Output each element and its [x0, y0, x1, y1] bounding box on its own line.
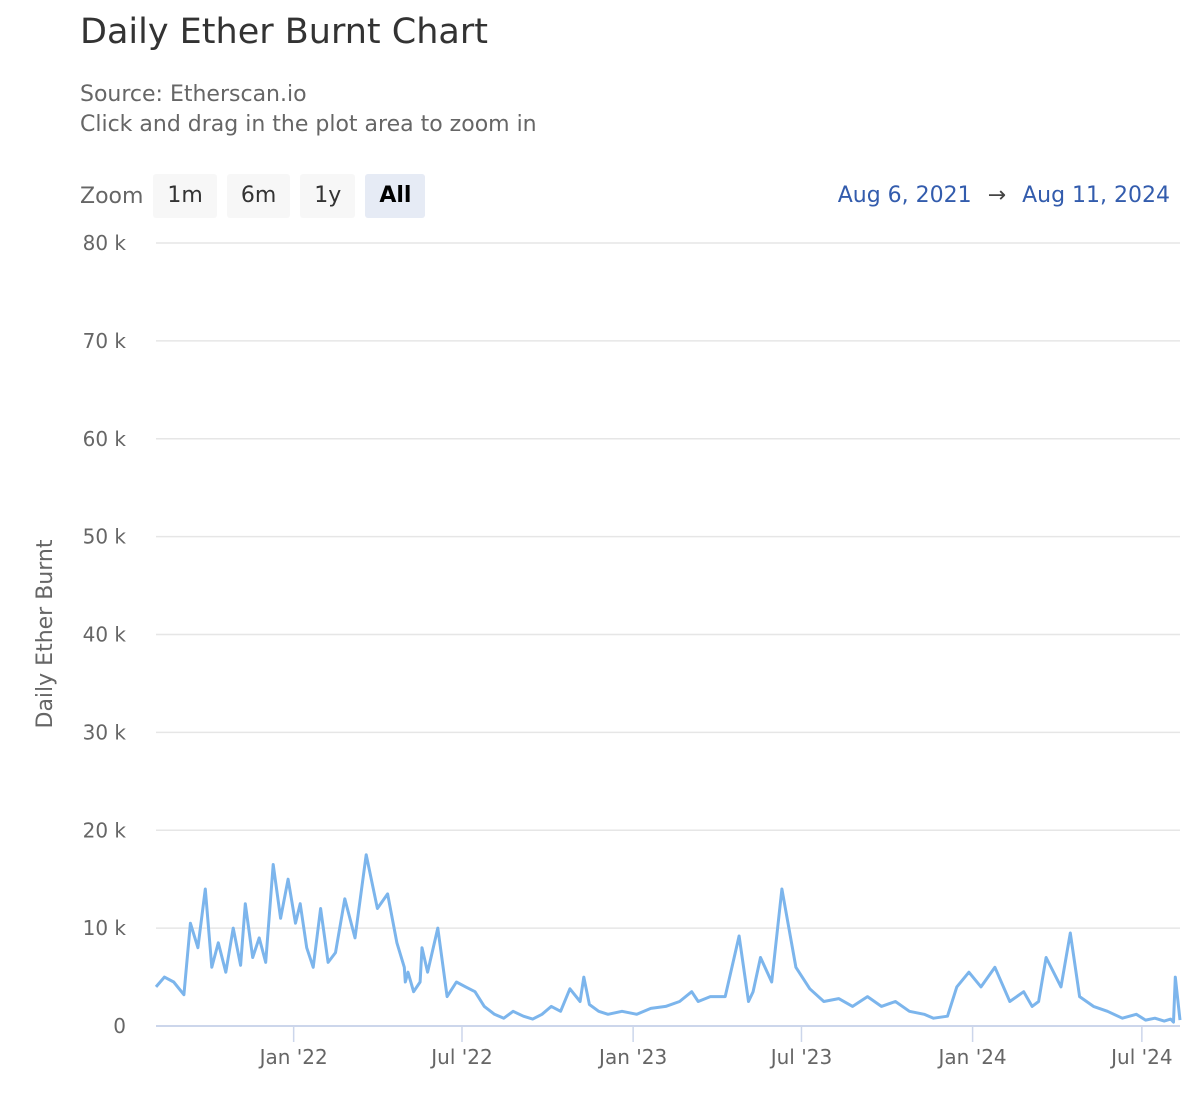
series-line[interactable] — [154, 853, 1182, 1024]
date-range: Aug 6, 2021 → Aug 11, 2024 — [838, 174, 1170, 218]
y-tick-label: 10 k — [83, 916, 127, 940]
zoom-hint-text: Click and drag in the plot area to zoom … — [80, 112, 537, 137]
chart-title: Daily Ether Burnt Chart — [80, 12, 488, 52]
zoom-1y-button[interactable]: 1y — [300, 174, 356, 218]
zoom-all-button[interactable]: All — [365, 174, 426, 218]
zoom-6m-button[interactable]: 6m — [226, 174, 291, 218]
x-tick-label: Jul '23 — [769, 1045, 832, 1069]
x-axis: Jan '22 Jul '22 Jan '23 Jul '23 Jan '24 Jul '… — [258, 1026, 1173, 1069]
y-axis-title: Daily Ether Burnt — [33, 539, 58, 728]
source-text: Source: Etherscan.io — [80, 82, 307, 107]
zoom-1m-button[interactable]: 1m — [153, 174, 217, 218]
y-tick-label: 80 k — [83, 231, 127, 255]
series-group — [154, 853, 1182, 1024]
grid-lines — [156, 242, 1180, 1027]
x-tick-label: Jul '22 — [429, 1045, 492, 1069]
y-tick-label: 0 — [113, 1014, 126, 1038]
y-tick-label: 20 k — [83, 818, 127, 842]
x-tick-label: Jan '23 — [597, 1045, 667, 1069]
chart-subtitle: Source: Etherscan.io Click and drag in t… — [80, 80, 537, 140]
zoom-bar: Zoom 1m 6m 1y All — [80, 174, 435, 218]
zoom-label: Zoom — [80, 183, 144, 209]
y-tick-label: 60 k — [83, 427, 127, 451]
x-tick-label: Jan '22 — [258, 1045, 328, 1069]
y-tick-label: 50 k — [83, 525, 127, 549]
range-arrow-icon: → — [987, 183, 1007, 208]
y-tick-label: 70 k — [83, 329, 127, 353]
x-tick-label: Jul '24 — [1109, 1045, 1172, 1069]
range-from-date[interactable]: Aug 6, 2021 — [837, 183, 972, 208]
y-tick-label: 30 k — [83, 720, 127, 744]
range-to-date[interactable]: Aug 11, 2024 — [1022, 183, 1170, 208]
x-tick-label: Jan '24 — [937, 1045, 1007, 1069]
y-tick-label: 40 k — [83, 623, 127, 647]
y-axis-tick-labels: 0 10 k 20 k 30 k 40 k 50 k 60 k 70 k 80 k — [83, 231, 127, 1038]
